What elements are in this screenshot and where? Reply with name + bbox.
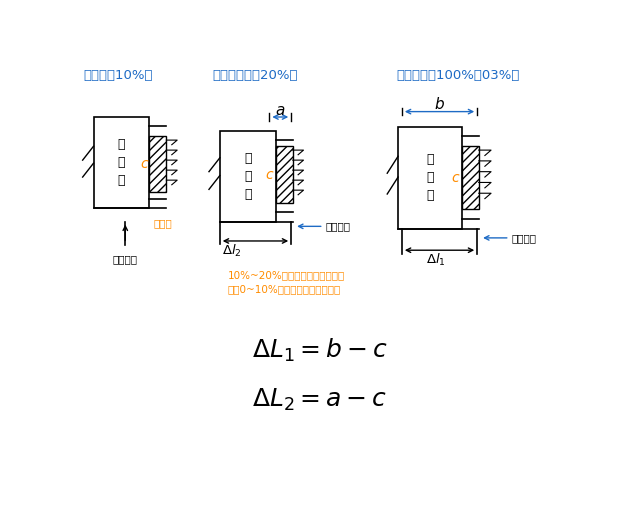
- Bar: [276, 146, 293, 203]
- Text: 量测起点: 量测起点: [511, 233, 536, 243]
- Text: 量测起点: 量测起点: [325, 221, 350, 231]
- Text: c: c: [452, 171, 459, 185]
- Bar: [149, 136, 167, 192]
- Text: b: b: [435, 97, 444, 112]
- Text: $\Delta l_2$: $\Delta l_2$: [222, 243, 241, 259]
- Text: 千
斤
顶: 千 斤 顶: [244, 152, 251, 201]
- Text: c: c: [140, 157, 148, 171]
- Text: $\Delta L_1 = b - c$: $\Delta L_1 = b - c$: [252, 337, 388, 364]
- Text: 千
斤
顶: 千 斤 顶: [426, 153, 434, 202]
- Bar: [220, 131, 276, 222]
- Text: 做为0~10%应力时伸长量的推算值: 做为0~10%应力时伸长量的推算值: [228, 285, 341, 294]
- Text: a: a: [276, 103, 285, 117]
- Text: 初应力（10%）: 初应力（10%）: [84, 69, 153, 82]
- Text: 工具锚: 工具锚: [153, 219, 172, 229]
- Text: 千
斤
顶: 千 斤 顶: [118, 138, 125, 187]
- Text: $\Delta L_2 = a - c$: $\Delta L_2 = a - c$: [252, 387, 388, 413]
- Text: 二倍初应力（20%）: 二倍初应力（20%）: [212, 69, 298, 82]
- Text: $\Delta l_1$: $\Delta l_1$: [426, 252, 446, 268]
- Text: c: c: [266, 168, 273, 182]
- Text: 10%~20%应力相邻级时的伸长量: 10%~20%应力相邻级时的伸长量: [228, 271, 345, 281]
- Bar: [94, 117, 149, 208]
- Bar: [398, 127, 462, 229]
- Text: 控制应力（100%或03%）: 控制应力（100%或03%）: [396, 69, 519, 82]
- Text: 量测起点: 量测起点: [113, 254, 138, 264]
- Bar: [462, 146, 479, 209]
